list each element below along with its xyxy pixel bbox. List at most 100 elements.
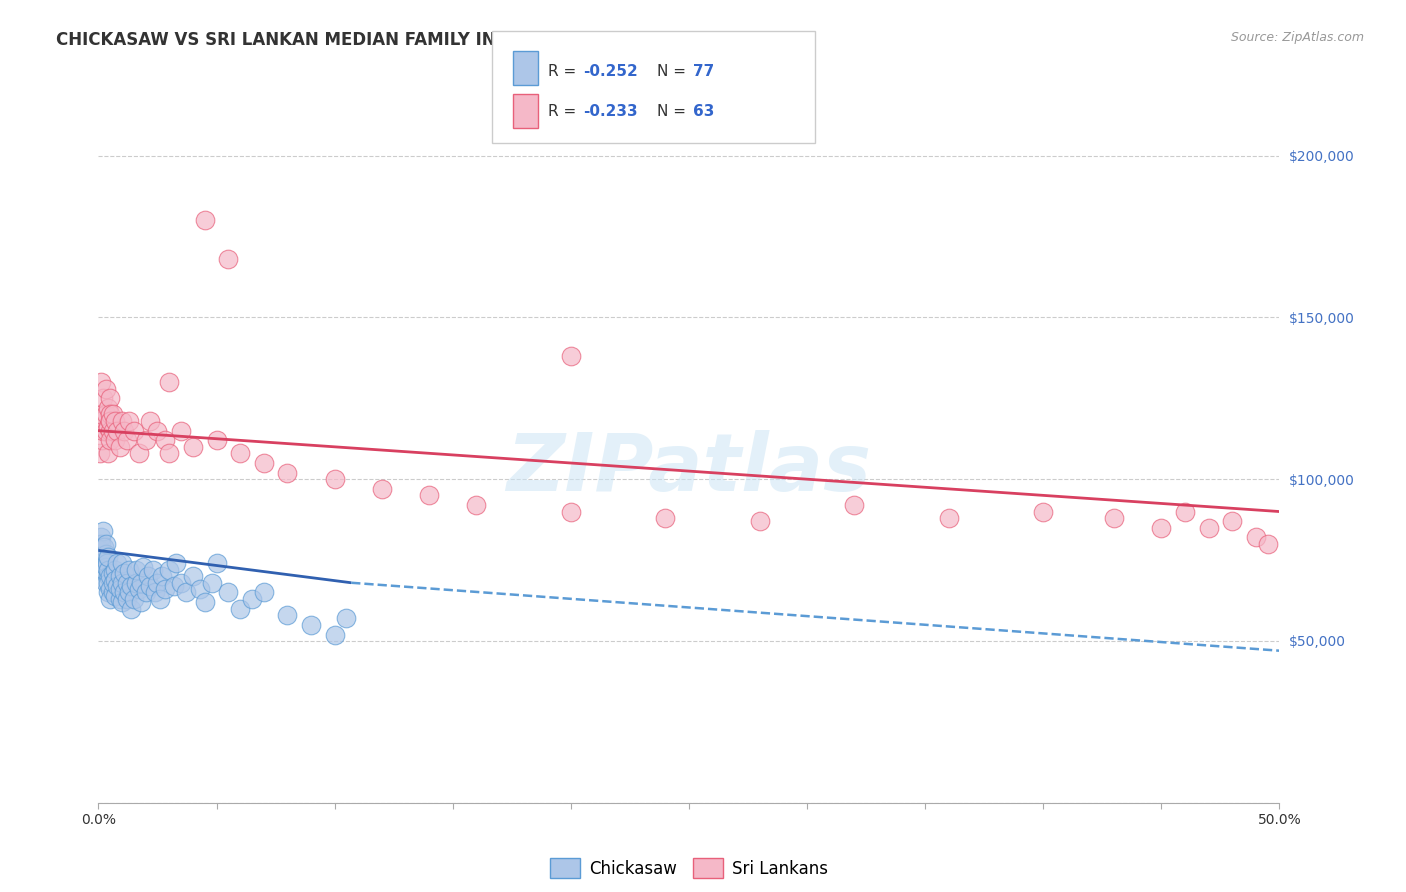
Point	[101, 585, 124, 599]
Point	[108, 582, 131, 597]
Point	[108, 591, 131, 606]
Point	[90, 414, 112, 428]
Point	[98, 582, 121, 597]
Point	[1220, 514, 1243, 528]
Point	[89, 543, 111, 558]
Point	[125, 575, 148, 590]
Point	[97, 401, 120, 415]
Point	[122, 591, 145, 606]
Point	[229, 601, 252, 615]
Point	[229, 446, 252, 460]
Text: 63: 63	[693, 104, 714, 119]
Point	[253, 456, 276, 470]
Point	[323, 627, 346, 641]
Point	[157, 375, 180, 389]
Point	[93, 563, 115, 577]
Point	[98, 392, 121, 406]
Point	[118, 563, 141, 577]
Point	[139, 579, 162, 593]
Point	[654, 511, 676, 525]
Point	[105, 424, 128, 438]
Point	[146, 424, 169, 438]
Point	[139, 414, 162, 428]
Point	[418, 488, 440, 502]
Point	[323, 472, 346, 486]
Point	[560, 349, 582, 363]
Point	[1150, 521, 1173, 535]
Point	[94, 537, 117, 551]
Text: -0.252: -0.252	[583, 64, 638, 78]
Point	[97, 563, 120, 577]
Point	[174, 585, 197, 599]
Legend: Chickasaw, Sri Lankans: Chickasaw, Sri Lankans	[544, 851, 834, 885]
Point	[217, 585, 239, 599]
Point	[188, 582, 211, 597]
Point	[938, 511, 960, 525]
Point	[98, 434, 121, 448]
Point	[90, 408, 112, 422]
Point	[194, 595, 217, 609]
Point	[217, 252, 239, 267]
Point	[101, 566, 124, 580]
Point	[1032, 504, 1054, 518]
Point	[136, 569, 159, 583]
Point	[112, 585, 135, 599]
Point	[128, 582, 150, 597]
Point	[1198, 521, 1220, 535]
Point	[121, 579, 143, 593]
Point	[98, 414, 121, 428]
Point	[104, 589, 127, 603]
Point	[98, 591, 121, 606]
Text: -0.233: -0.233	[583, 104, 638, 119]
Point	[90, 531, 112, 545]
Point	[165, 557, 187, 571]
Point	[844, 498, 866, 512]
Point	[105, 557, 128, 571]
Text: N =: N =	[657, 104, 690, 119]
Point	[98, 414, 121, 428]
Point	[94, 382, 117, 396]
Point	[181, 569, 204, 583]
Point	[748, 514, 770, 528]
Text: R =: R =	[548, 104, 582, 119]
Point	[1174, 504, 1197, 518]
Point	[101, 575, 124, 590]
Point	[108, 569, 131, 583]
Point	[111, 414, 134, 428]
Point	[205, 434, 228, 448]
Point	[98, 408, 121, 422]
Point	[111, 575, 134, 590]
Text: CHICKASAW VS SRI LANKAN MEDIAN FAMILY INCOME CORRELATION CHART: CHICKASAW VS SRI LANKAN MEDIAN FAMILY IN…	[56, 31, 755, 49]
Point	[115, 591, 138, 606]
Point	[101, 424, 124, 438]
Point	[157, 563, 180, 577]
Point	[112, 566, 135, 580]
Point	[118, 585, 141, 599]
Point	[142, 563, 165, 577]
Point	[149, 591, 172, 606]
Point	[97, 446, 120, 460]
Point	[153, 582, 176, 597]
Point	[94, 559, 117, 574]
Point	[105, 579, 128, 593]
Point	[94, 575, 117, 590]
Point	[96, 557, 118, 571]
Point	[276, 466, 298, 480]
Point	[163, 579, 186, 593]
Point	[104, 573, 127, 587]
Point	[90, 375, 112, 389]
Point	[104, 434, 127, 448]
Point	[90, 537, 112, 551]
Point	[97, 585, 120, 599]
Point	[97, 549, 120, 564]
Point	[111, 595, 134, 609]
Point	[91, 549, 114, 564]
Point	[240, 591, 263, 606]
Point	[276, 608, 298, 623]
Point	[125, 563, 148, 577]
Point	[143, 585, 166, 599]
Point	[128, 446, 150, 460]
Point	[94, 424, 117, 438]
Point	[121, 601, 143, 615]
Point	[97, 420, 120, 434]
